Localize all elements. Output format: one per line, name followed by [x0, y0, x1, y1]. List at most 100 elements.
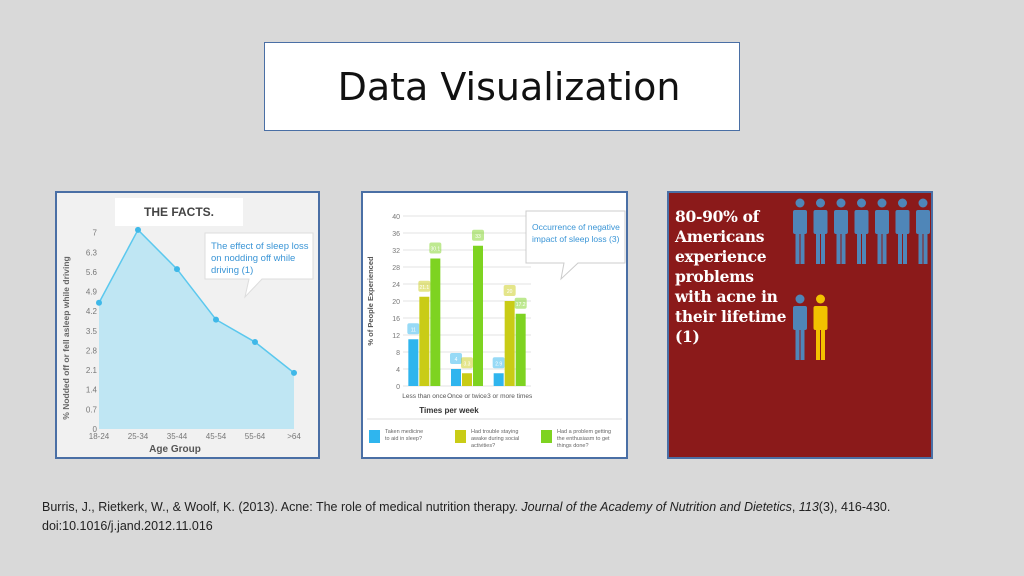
callout-line-1: The effect of sleep loss [211, 241, 309, 252]
legend-label: Had trouble staying [471, 429, 518, 435]
y-axis-label: % of People Experienced [366, 256, 375, 346]
area-line [98, 228, 295, 374]
citation: Burris, J., Rietkerk, W., & Woolf, K. (2… [42, 498, 982, 536]
legend-label: Had a problem getting [557, 429, 611, 435]
citation-journal: Journal of the Academy of Nutrition and … [521, 500, 792, 514]
legend-label: awake during social [471, 436, 519, 442]
data-label-badge [429, 242, 442, 254]
x-tick-label: 45-54 [206, 432, 227, 441]
acne-line: experience [675, 247, 767, 266]
x-axis: Less than once Once or twice 3 or more tim… [402, 393, 533, 400]
sleep-driving-chart: THE FACTS. 0 0.7 1.4 2.1 2.8 3.5 4.2 4.9 5.6 6.3 7… [61, 198, 314, 455]
y-tick-label: 6.3 [86, 248, 98, 257]
data-label-badge [503, 285, 516, 296]
legend-label: to aid in sleep? [385, 436, 422, 442]
y-tick-label: 0 [93, 425, 98, 434]
data-label-badge [450, 353, 462, 364]
y-tick-label: 8 [396, 350, 400, 357]
sleep-driving-chart-panel: THE FACTS. 0 0.7 1.4 2.1 2.8 3.5 4.2 4.9 5.6 6.3 7… [55, 191, 320, 459]
data-label: 11 [411, 327, 416, 333]
y-tick-label: 24 [392, 282, 400, 289]
callout-line-2: on nodding off while [211, 253, 295, 264]
person-blue-icon [916, 198, 930, 264]
x-axis: 18-24 25-34 35-44 45-54 55-64 >64 [89, 432, 302, 441]
facts-header-box [115, 198, 243, 226]
data-point [291, 369, 297, 376]
person-blue-icon [834, 198, 848, 264]
y-tick-label: 0 [396, 384, 400, 391]
x-tick-label: >64 [287, 432, 301, 441]
data-label-badge [461, 357, 473, 369]
area-fill [99, 229, 294, 429]
bar [473, 245, 483, 386]
data-label-badge [472, 229, 484, 241]
y-tick-label: 2.8 [86, 346, 98, 355]
sleep-impact-chart-panel: 0 4 8 12 16 20 24 28 32 36 40 11 21.1 30.1 4 3.3 33 2.9 2… [361, 191, 628, 459]
bar [430, 258, 441, 386]
bar [419, 296, 430, 386]
data-label: 4 [455, 357, 458, 363]
data-label: 20 [507, 289, 513, 295]
bar [451, 369, 461, 386]
person-yellow-icon [813, 294, 828, 360]
callout-line-1: Occurrence of negative [532, 222, 620, 232]
data-label: 2.9 [495, 361, 502, 367]
callout-bubble [525, 210, 626, 281]
x-tick-label: 18-24 [89, 432, 110, 441]
people-icons [793, 198, 930, 360]
area-series [96, 226, 297, 429]
person-blue-icon [793, 294, 807, 360]
x-axis-label: Times per week [419, 406, 479, 415]
legend-swatch [541, 430, 552, 443]
bar [493, 373, 504, 386]
bar-series: 11 21.1 30.1 4 3.3 33 2.9 20 17.2 [407, 229, 527, 386]
acne-line: with acne in [675, 287, 778, 306]
bar [408, 339, 419, 386]
acne-line: their lifetime [675, 307, 787, 326]
legend-label: Taken medicine [385, 429, 423, 435]
data-label: 33 [475, 234, 481, 240]
bar [504, 301, 515, 386]
y-tick-label: 4.9 [86, 288, 98, 297]
acne-statistic-text: 80-90% of Americans experience problems … [675, 207, 795, 347]
data-point [252, 339, 258, 346]
acne-infographic-panel: 80-90% of Americans experience problems … [667, 191, 933, 459]
callout-line-2: impact of sleep loss (3) [532, 234, 620, 244]
acne-line: 80-90% of [675, 207, 760, 226]
data-label-badge [514, 297, 527, 309]
y-tick-label: 20 [392, 299, 400, 306]
y-tick-label: 4 [396, 367, 400, 374]
bar [462, 373, 472, 386]
data-point [96, 299, 102, 306]
data-label: 17.2 [516, 302, 526, 308]
callout: Occurrence of negative impact of sleep l… [525, 210, 626, 281]
facts-header: THE FACTS. [144, 205, 214, 219]
person-blue-icon [875, 198, 889, 264]
data-label: 30.1 [430, 247, 440, 253]
data-label: 21.1 [419, 285, 429, 291]
data-point [135, 226, 141, 233]
data-label-badge [492, 357, 505, 369]
y-tick-label: 12 [392, 333, 400, 340]
y-tick-label: 1.4 [86, 386, 98, 395]
citation-rest: (3), 416-430. doi:10.1016/j.jand.2012.11… [42, 500, 891, 533]
x-tick-label: 55-64 [245, 432, 266, 441]
y-tick-label: 4.2 [86, 307, 98, 316]
sleep-impact-chart: 0 4 8 12 16 20 24 28 32 36 40 11 21.1 30.1 4 3.3 33 2.9 2… [366, 210, 626, 449]
acne-line: problems [675, 267, 754, 286]
slide-title: Data Visualization [337, 64, 681, 109]
bar [515, 313, 526, 386]
y-tick-label: 3.5 [86, 327, 98, 336]
y-tick-label: 16 [392, 316, 400, 323]
person-blue-icon [813, 198, 828, 264]
title-box: Data Visualization [264, 42, 740, 131]
person-blue-icon [895, 198, 910, 264]
acne-line: Americans [675, 227, 765, 246]
callout: The effect of sleep loss on nodding off … [204, 232, 314, 299]
citation-authors: Burris, J., Rietkerk, W., & Woolf, K. (2… [42, 500, 522, 514]
y-tick-label: 2.1 [86, 366, 98, 375]
y-axis: 0 0.7 1.4 2.1 2.8 3.5 4.2 4.9 5.6 6.3 7 [86, 229, 98, 434]
y-axis-label: % Nodded off or fell asleep while drivin… [61, 256, 71, 419]
x-axis-label: Age Group [149, 444, 201, 455]
legend-swatch [369, 430, 380, 443]
